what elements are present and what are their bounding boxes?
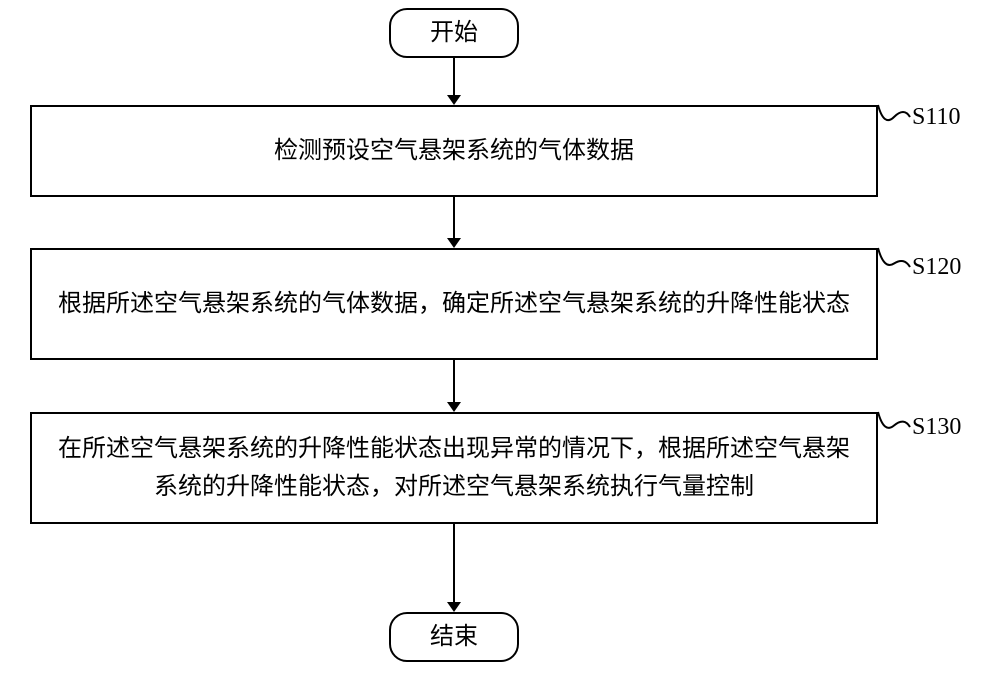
process-step-3: 在所述空气悬架系统的升降性能状态出现异常的情况下，根据所述空气悬架系统的升降性能… [30,412,878,524]
process-step-1: 检测预设空气悬架系统的气体数据 [30,105,878,197]
step-label-1-text: S110 [912,104,960,130]
callout-2 [876,238,912,287]
arrow-start-to-1 [434,58,474,107]
step-label-1: S110 [912,104,960,131]
callout-3 [876,402,912,447]
process-step-3-text: 在所述空气悬架系统的升降性能状态出现异常的情况下，根据所述空气悬架系统的升降性能… [52,430,856,507]
step-label-2-text: S120 [912,254,961,280]
end-terminator: 结束 [389,612,519,662]
step-label-3-text: S130 [912,414,961,440]
step-label-2: S120 [912,254,961,281]
start-terminator: 开始 [389,8,519,58]
process-step-1-text: 检测预设空气悬架系统的气体数据 [274,132,634,170]
process-step-2-text: 根据所述空气悬架系统的气体数据，确定所述空气悬架系统的升降性能状态 [58,285,850,323]
flowchart-canvas: 开始 检测预设空气悬架系统的气体数据 根据所述空气悬架系统的气体数据，确定所述空… [0,0,1000,675]
end-label: 结束 [430,618,478,656]
step-label-3: S130 [912,414,961,441]
callout-1 [876,95,912,137]
start-label: 开始 [430,14,478,52]
arrow-1-to-2 [434,197,474,250]
arrow-3-to-end [434,524,474,614]
arrow-2-to-3 [434,360,474,414]
process-step-2: 根据所述空气悬架系统的气体数据，确定所述空气悬架系统的升降性能状态 [30,248,878,360]
